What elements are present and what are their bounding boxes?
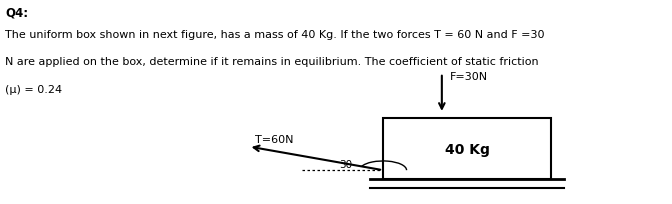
Text: Q4:: Q4: xyxy=(5,6,28,19)
Text: T=60N: T=60N xyxy=(255,135,294,145)
Bar xyxy=(383,118,551,180)
Text: F=30N: F=30N xyxy=(450,71,488,81)
Text: (μ) = 0.24: (μ) = 0.24 xyxy=(5,85,62,95)
Text: The uniform box shown in next figure, has a mass of 40 Kg. If the two forces T =: The uniform box shown in next figure, ha… xyxy=(5,30,545,40)
Text: 30: 30 xyxy=(339,159,353,169)
Text: 40 Kg: 40 Kg xyxy=(445,142,489,156)
Text: N are applied on the box, determine if it remains in equilibrium. The coefficien: N are applied on the box, determine if i… xyxy=(5,57,539,67)
